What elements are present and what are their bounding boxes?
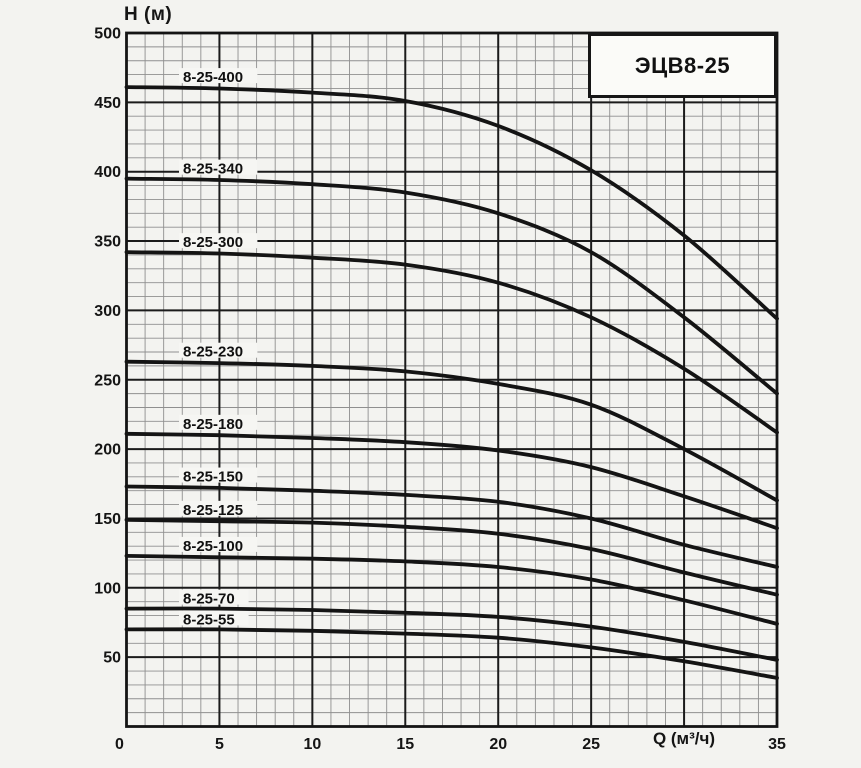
y-tick-label: 350 xyxy=(94,234,121,251)
y-tick-label: 300 xyxy=(94,303,121,320)
curve-label: 8-25-300 xyxy=(183,234,243,251)
curve-label: 8-25-340 xyxy=(183,161,243,178)
curve-8-25-125 xyxy=(124,517,779,597)
y-tick-label: 200 xyxy=(94,442,121,459)
x-tick-label: 25 xyxy=(582,736,600,753)
curve-label: 8-25-70 xyxy=(183,591,235,608)
y-tick-label: 500 xyxy=(94,26,121,43)
y-tick-label: 400 xyxy=(94,164,121,181)
curve-label-backdrop xyxy=(179,342,258,358)
curve-8-25-400 xyxy=(124,85,779,321)
y-tick-label: 50 xyxy=(103,650,121,667)
curve-label: 8-25-55 xyxy=(183,611,235,628)
x-tick-label: 35 xyxy=(768,736,786,753)
x-tick-label: 0 xyxy=(115,736,124,753)
y-tick-label: 450 xyxy=(94,95,121,112)
curve-8-25-70 xyxy=(124,606,779,662)
curve-label-backdrop xyxy=(179,68,258,84)
y-tick-label: 100 xyxy=(94,580,121,597)
curve-label-backdrop xyxy=(179,500,258,516)
x-tick-label: 20 xyxy=(489,736,507,753)
curve-label: 8-25-230 xyxy=(183,344,243,361)
curve-label-backdrop xyxy=(179,536,258,552)
x-axis-title: Q (м³/ч) xyxy=(652,729,716,748)
curve-label: 8-25-100 xyxy=(183,538,243,555)
x-tick-label: 15 xyxy=(396,736,414,753)
curve-label-backdrop xyxy=(179,159,258,175)
x-tick-label: 10 xyxy=(303,736,321,753)
curve-label-backdrop xyxy=(179,610,249,626)
curve-label: 8-25-150 xyxy=(183,469,243,486)
curve-label: 8-25-125 xyxy=(183,502,243,519)
chart-title-box: ЭЦВ8-25 xyxy=(588,33,777,98)
curve-label-backdrop xyxy=(179,233,258,249)
y-axis-title: H (м) xyxy=(124,4,173,25)
curve-8-25-340 xyxy=(124,176,779,396)
curve-8-25-180 xyxy=(124,431,779,531)
curve-8-25-55 xyxy=(124,627,779,680)
x-tick-label: 5 xyxy=(215,736,224,753)
curve-8-25-230 xyxy=(124,359,779,503)
curve-8-25-300 xyxy=(124,250,779,435)
curve-label-backdrop xyxy=(179,414,258,430)
curve-8-25-100 xyxy=(124,554,779,626)
curve-8-25-150 xyxy=(124,484,779,569)
plot-border xyxy=(125,31,779,728)
curve-label-backdrop xyxy=(179,467,258,483)
y-tick-label: 150 xyxy=(94,511,121,528)
chart-title: ЭЦВ8-25 xyxy=(634,52,731,78)
curve-label: 8-25-400 xyxy=(183,69,243,86)
curve-label: 8-25-180 xyxy=(183,416,243,433)
curve-label-backdrop xyxy=(179,589,249,605)
y-tick-label: 250 xyxy=(94,372,121,389)
